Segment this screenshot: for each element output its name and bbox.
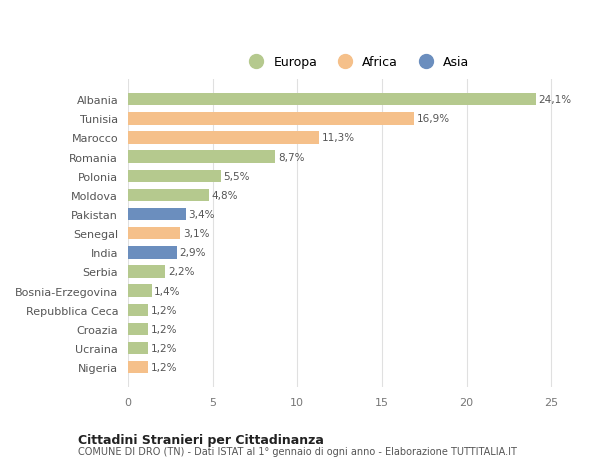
Text: 3,4%: 3,4% — [188, 210, 215, 219]
Legend: Europa, Africa, Asia: Europa, Africa, Asia — [240, 52, 473, 73]
Text: 5,5%: 5,5% — [224, 171, 250, 181]
Bar — [128, 151, 275, 163]
Text: 3,1%: 3,1% — [183, 229, 209, 239]
Text: 2,2%: 2,2% — [168, 267, 194, 277]
Text: 4,8%: 4,8% — [212, 190, 238, 201]
Text: 8,7%: 8,7% — [278, 152, 304, 162]
Bar — [128, 208, 185, 221]
Bar — [128, 170, 221, 183]
Bar — [128, 285, 152, 297]
Text: COMUNE DI DRO (TN) - Dati ISTAT al 1° gennaio di ogni anno - Elaborazione TUTTIT: COMUNE DI DRO (TN) - Dati ISTAT al 1° ge… — [78, 447, 517, 456]
Text: 1,4%: 1,4% — [154, 286, 181, 296]
Bar — [128, 132, 319, 145]
Bar — [128, 361, 148, 374]
Text: Cittadini Stranieri per Cittadinanza: Cittadini Stranieri per Cittadinanza — [78, 433, 324, 446]
Text: 11,3%: 11,3% — [322, 133, 355, 143]
Bar — [128, 304, 148, 316]
Text: 2,9%: 2,9% — [179, 248, 206, 258]
Bar — [128, 228, 181, 240]
Bar — [128, 246, 177, 259]
Text: 1,2%: 1,2% — [151, 324, 178, 334]
Text: 1,2%: 1,2% — [151, 305, 178, 315]
Text: 24,1%: 24,1% — [538, 95, 572, 105]
Bar — [128, 266, 165, 278]
Text: 1,2%: 1,2% — [151, 363, 178, 372]
Bar — [128, 113, 414, 125]
Text: 16,9%: 16,9% — [416, 114, 450, 124]
Bar — [128, 189, 209, 202]
Bar — [128, 342, 148, 354]
Bar — [128, 323, 148, 336]
Bar — [128, 94, 536, 106]
Text: 1,2%: 1,2% — [151, 343, 178, 353]
